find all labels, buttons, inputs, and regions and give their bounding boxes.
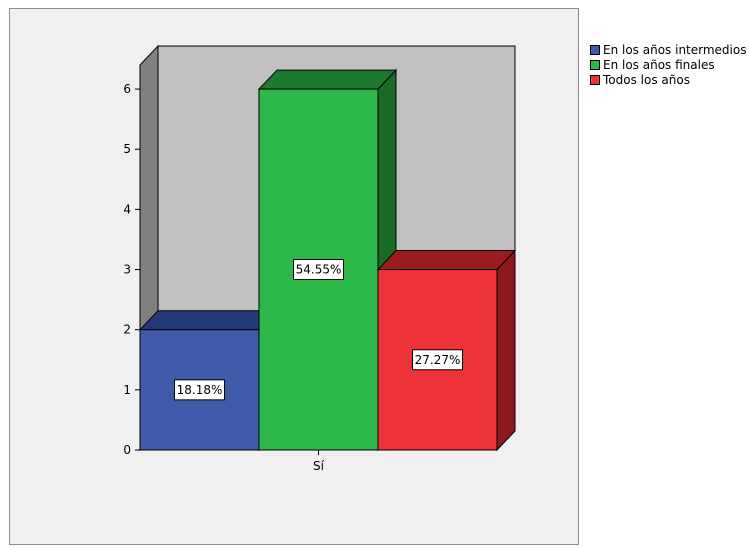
bar xyxy=(377,269,498,451)
legend-swatch xyxy=(590,74,600,85)
bar-top xyxy=(257,69,398,90)
y-tick-label: 6 xyxy=(123,82,131,96)
legend-label: En los años finales xyxy=(603,57,715,72)
y-tick-label: 4 xyxy=(123,202,131,216)
data-label: 54.55% xyxy=(296,263,342,277)
chart-legend: En los años intermedios En los años final… xyxy=(590,42,746,87)
bar-top xyxy=(138,310,279,331)
y-tick-label: 1 xyxy=(123,383,131,397)
x-tick-label: Sí xyxy=(313,459,325,473)
y-tick-label: 2 xyxy=(123,323,131,337)
legend-label: En los años intermedios xyxy=(603,42,747,57)
legend-swatch xyxy=(590,44,600,55)
bar-side xyxy=(496,249,516,452)
legend-label: Todos los años xyxy=(603,72,690,87)
data-label-box xyxy=(293,259,344,281)
data-label-box xyxy=(412,349,463,371)
legend-swatch xyxy=(590,59,600,70)
legend-item: En los años finales xyxy=(590,57,746,72)
bar-top xyxy=(376,250,517,271)
y-tick-label: 5 xyxy=(123,142,131,156)
y-tick-label: 3 xyxy=(123,263,131,277)
data-label: 27.27% xyxy=(415,353,461,367)
y-tick-label: 0 xyxy=(123,443,131,457)
legend-item: Todos los años xyxy=(590,72,746,87)
data-label-box xyxy=(174,379,225,401)
legend-item: En los años intermedios xyxy=(590,42,746,57)
data-label: 18.18% xyxy=(177,383,223,397)
